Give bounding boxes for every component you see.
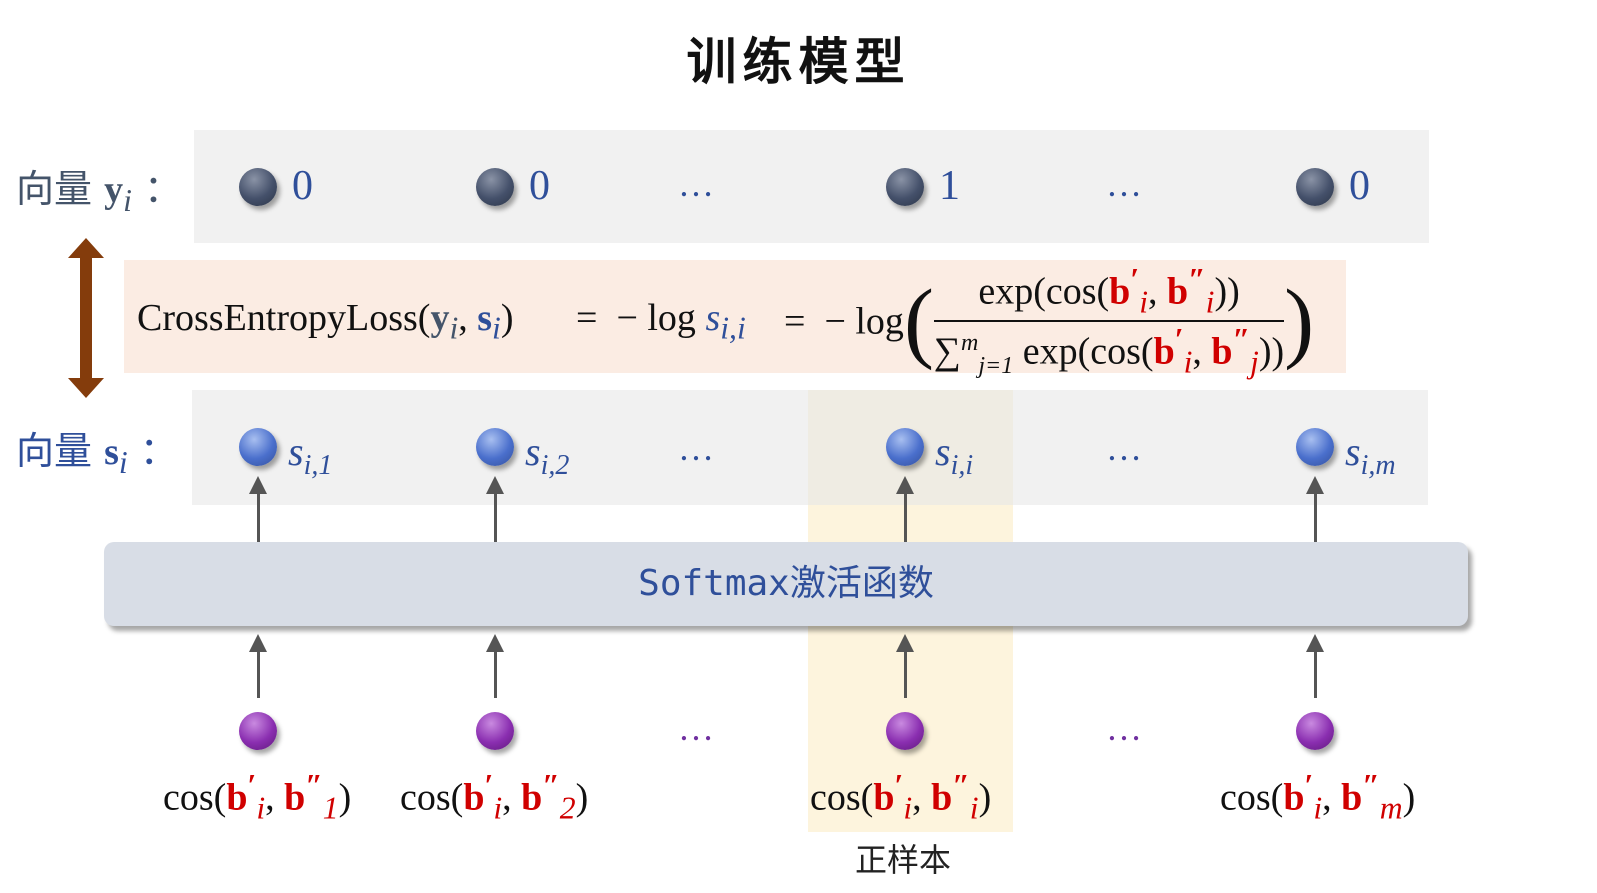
y-node [886, 168, 924, 206]
cos-label: cos(b′i, b″2) [400, 768, 589, 826]
double-arrow-icon [68, 238, 104, 398]
formula-lhs: CrossEntropyLoss(yi, si) [137, 297, 514, 346]
arrow-line [904, 650, 907, 698]
s-row-label: 向量 si ： [16, 429, 178, 480]
formula-band [124, 260, 1346, 373]
s-value: si,2 [525, 429, 570, 481]
input-node [1296, 712, 1334, 750]
s-node [239, 428, 277, 466]
arrow-line [904, 492, 907, 542]
arrow-line [494, 650, 497, 698]
page-title: 训练模型 [686, 33, 911, 91]
y-ellipsis: … [1106, 164, 1144, 204]
arrow-up-icon [249, 634, 267, 652]
s-value: si,1 [288, 429, 333, 481]
arrow-line [494, 492, 497, 542]
formula-denominator: ∑mj=1 exp(cos(b′i, b″j)) [933, 322, 1285, 380]
arrow-up-icon [486, 476, 504, 494]
y-node [476, 168, 514, 206]
cos-label: cos(b′i, b″m) [1220, 768, 1416, 826]
input-ellipsis: … [1106, 708, 1144, 748]
y-value: 0 [1349, 163, 1370, 209]
softmax-layer: Softmax激活函数 [104, 542, 1468, 626]
s-value: si,m [1345, 429, 1396, 481]
y-ellipsis: … [678, 164, 716, 204]
cos-label: cos(b′i, b″i) [810, 768, 992, 826]
y-value: 0 [529, 163, 550, 209]
y-node [1296, 168, 1334, 206]
formula-numerator: exp(cos(b′i, b″i)) [933, 262, 1285, 323]
arrow-up-icon [1306, 476, 1324, 494]
s-node [1296, 428, 1334, 466]
arrow-up-icon [896, 476, 914, 494]
s-ellipsis: … [1106, 428, 1144, 468]
s-node [476, 428, 514, 466]
s-vector-band-right [1013, 390, 1428, 505]
arrow-line [1314, 492, 1317, 542]
arrow-up-icon [1306, 634, 1324, 652]
s-value: si,i [935, 429, 974, 481]
positive-sample-label: 正样本 [855, 841, 952, 879]
y-vector-band [194, 130, 1429, 243]
y-value: 0 [292, 163, 313, 209]
s-ellipsis: … [678, 428, 716, 468]
arrow-line [1314, 650, 1317, 698]
arrow-line [257, 492, 260, 542]
y-row-label: 向量 yi ： [16, 167, 183, 218]
arrow-line [257, 650, 260, 698]
formula-mid: = − log si,i [576, 297, 746, 346]
input-ellipsis: … [678, 708, 716, 748]
y-node [239, 168, 277, 206]
arrow-up-icon [249, 476, 267, 494]
input-node [886, 712, 924, 750]
s-node [886, 428, 924, 466]
cos-label: cos(b′i, b″1) [163, 768, 352, 826]
y-value: 1 [939, 163, 960, 209]
arrow-up-icon [896, 634, 914, 652]
arrow-up-icon [486, 634, 504, 652]
formula-rhs: = − log( exp(cos(b′i, b″i)) ∑mj=1 exp(co… [784, 262, 1315, 380]
input-node [476, 712, 514, 750]
input-node [239, 712, 277, 750]
